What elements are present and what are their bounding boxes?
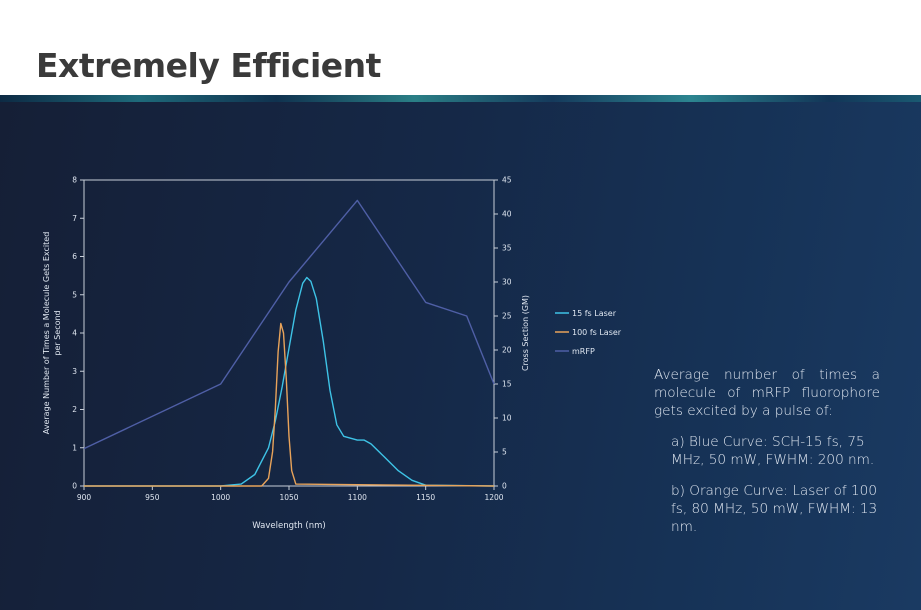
chart-legend: 15 fs Laser 100 fs Laser mRFP <box>555 309 622 356</box>
x-tick-label: 950 <box>145 493 160 502</box>
y-right-tick-label: 10 <box>502 414 512 423</box>
y-axis-left-label-line: Average Number of Times a Molecule Gets … <box>42 232 51 435</box>
y-left-tick-label: 3 <box>72 367 77 376</box>
y-axis-left-label: Average Number of Times a Molecule Gets … <box>42 232 62 435</box>
x-tick-label: 1200 <box>484 493 503 502</box>
x-tick-label: 1100 <box>348 493 367 502</box>
y-left-tick-label: 7 <box>72 214 77 223</box>
y-right-tick-label: 45 <box>502 176 512 185</box>
y-left-tick-label: 0 <box>72 482 77 491</box>
y-left-tick-label: 2 <box>72 405 77 414</box>
slide-title: Extremely Efficient <box>36 46 381 85</box>
header-accent-strip <box>0 95 921 102</box>
y-right-tick-label: 0 <box>502 482 507 491</box>
legend-label: 15 fs Laser <box>572 309 617 318</box>
slide-header: Extremely Efficient <box>0 0 921 98</box>
y-left-tick-label: 6 <box>72 252 77 261</box>
series-line-mrfp <box>83 199 495 450</box>
y-axis-left-label-line: per Second <box>53 310 62 355</box>
y-right-tick-label: 35 <box>502 244 512 253</box>
y-right-tick-label: 25 <box>502 312 512 321</box>
y-right-tick-label: 40 <box>502 210 512 219</box>
y-left-tick-label: 8 <box>72 176 77 185</box>
series-line-100-fs-laser <box>84 322 495 487</box>
y-right-tick-label: 20 <box>502 346 512 355</box>
x-tick-label: 1000 <box>211 493 230 502</box>
wavelength-chart: 900 950 1000 1050 1100 1150 120001234567805101… <box>42 176 622 532</box>
x-tick-label: 900 <box>77 493 92 502</box>
y-right-tick-label: 5 <box>502 448 507 457</box>
x-tick-label: 1050 <box>279 493 298 502</box>
y-right-tick-label: 30 <box>502 278 512 287</box>
y-left-tick-label: 4 <box>72 329 77 338</box>
axis-ticks: 900 950 1000 1050 1100 1150 120001234567805101… <box>72 176 512 503</box>
y-left-tick-label: 1 <box>72 443 77 452</box>
description-block: Average number of times a molecule of mR… <box>654 366 880 536</box>
y-right-tick-label: 15 <box>502 380 512 389</box>
description-intro: Average number of times a molecule of mR… <box>654 367 880 419</box>
legend-label: 100 fs Laser <box>572 328 622 337</box>
y-axis-right-label: Cross Section (GM) <box>521 295 530 371</box>
description-item-blue-curve: a) Blue Curve: SCH-15 fs, 75 MHz, 50 mW,… <box>671 434 875 468</box>
description-item-orange-curve: b) Orange Curve: Laser of 100 fs, 80 MHz… <box>671 483 878 535</box>
x-axis-label: Wavelength (nm) <box>252 521 325 531</box>
x-tick-label: 1150 <box>416 493 435 502</box>
legend-label: mRFP <box>572 347 595 356</box>
series-line-15-fs-laser <box>84 276 495 487</box>
y-left-tick-label: 5 <box>72 290 77 299</box>
content-panel: 900 950 1000 1050 1100 1150 1200 0 1 2 3 4 5 6 7 8 0 5 10 1… <box>0 102 921 610</box>
series-lines <box>83 199 495 487</box>
